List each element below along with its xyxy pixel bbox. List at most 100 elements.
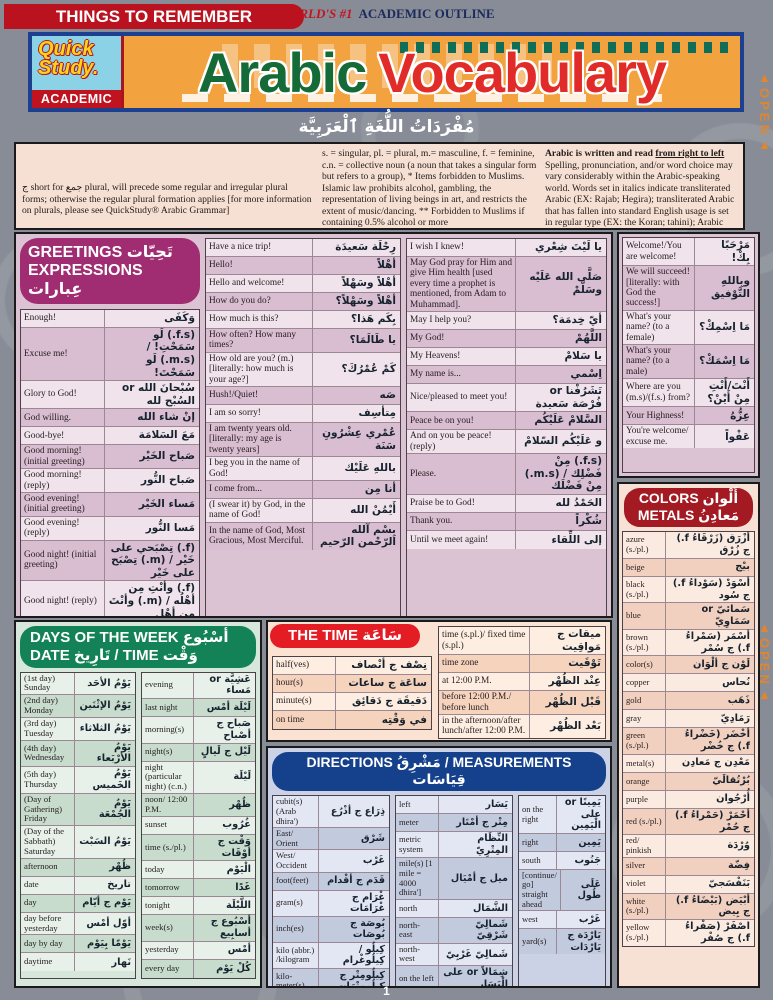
english-word: red (s./pl.) (623, 808, 667, 835)
table-row: west غَرْب (519, 911, 605, 930)
arabic-phrase: بِكَم هَذا؟ (351, 313, 396, 326)
directions-header: DIRECTIONS مَشْرِقُ / MEASUREMENTS قِيَا… (272, 752, 606, 792)
arabic-word: بَنَفْسَجيّ (708, 878, 750, 890)
table-row: Hush!/Quiet! صَه (206, 387, 400, 406)
section-things-to-remember: ج short for جمع plural, will precede som… (14, 142, 745, 230)
english-word: north- west (396, 943, 439, 966)
english-phrase: And on you be peace! (reply) (407, 430, 517, 454)
arabic-word: غَدًا (235, 881, 251, 893)
table-row: My name is... اِسْمي (407, 366, 606, 385)
english-phrase: I come from... (206, 481, 313, 499)
time-header: THE TIME سَاعَة (270, 624, 420, 648)
arabic-word: جَنُوب (574, 854, 602, 866)
english-phrase: Thank you. (407, 512, 517, 530)
table-row: kilo (abbr.) /kilogram كِيلُو / كِيلُوغْر… (273, 942, 389, 969)
arrow-down-icon: ▲ (757, 136, 772, 155)
english-phrase: Praise be to God! (407, 494, 517, 512)
arabic-word: كِيلُومِتْر ج كِيلُومِتْرَات (336, 969, 385, 988)
english-phrase: You're welcome/ excuse me. (623, 425, 696, 449)
english-phrase: I beg you in the name of God! (206, 457, 313, 481)
english-word: yesterday (142, 941, 194, 959)
table-row: Excuse me! (f.s.) لَو سَمَحْتِ! / (m.s.) … (21, 327, 199, 382)
table-row: afternoon ظُهْر (21, 858, 135, 877)
table-row: time (s.pl.)/ fixed time (s.pl.) ميقات ج … (439, 627, 605, 656)
arabic-word: مَعْدِن ج مَعادِن (681, 757, 750, 769)
english-word: day before yesterday (21, 912, 75, 935)
table-row: (4th day) Wednesday يَوْمُ الأرْبَعاء (21, 740, 135, 768)
table-row: Welcome!/You are welcome! مَرْحَبًا بِكْ! (623, 238, 754, 267)
arabic-word: كِيلُو / كِيلُوغْرام (342, 943, 385, 967)
academic-badge: ACADEMIC (32, 90, 121, 108)
arabic-word: ظُهْر (229, 799, 251, 811)
arabic-word: تاريخ (107, 879, 131, 891)
english-phrase: May God pray for Him and give Him health… (407, 257, 517, 312)
arabic-word: ساعَة ج ساعات (348, 677, 427, 690)
english-word: evening (142, 672, 194, 699)
table-row: sunset غُرُوب (142, 816, 255, 835)
arabic-word: وُرْدَة (727, 840, 750, 852)
table-row: right يَمِين (519, 833, 605, 852)
directions-table-1: cubit(s) (Arab dhira') ذِرَاع ج أذْرُع Eas… (272, 795, 390, 988)
table-row: hour(s) ساعَة ج ساعات (273, 675, 431, 693)
arabic-word: الشَّمَال (472, 902, 508, 914)
english-word: inch(es) (273, 916, 320, 942)
table-row: My God! اللَّهُمْ (407, 330, 606, 349)
table-row: orange بُرْتُقالَيّ (623, 772, 754, 791)
table-row: How old are you? (m.) [literally: how mu… (206, 352, 400, 388)
greetings-table-4: Welcome!/You are welcome! مَرْحَبًا بِكْ!… (622, 237, 755, 473)
table-row: I come from... أنا مِن (206, 481, 400, 500)
arabic-word: نَهار (111, 956, 131, 968)
table-row: half(ves) نِصْف ج أنْصاف (273, 657, 431, 675)
arabic-phrase: أَيْمُنْ الله (350, 504, 396, 517)
arabic-phrase: صَلَّى الله عَلَيْه وسَلَّمْ (529, 271, 602, 297)
table-row: I am so sorry! مِتأسِف (206, 405, 400, 424)
table-row: in the afternoon/after lunch/after 12:00… (439, 715, 605, 738)
english-word: north (396, 899, 439, 917)
table-row: night (particular night) (c.n.) لَيْلَة (142, 761, 255, 795)
english-word: on the right (519, 796, 557, 833)
english-phrase: Peace be on you! (407, 412, 517, 430)
english-word: metric system (396, 832, 439, 858)
table-row: night(s) لَيْل ج لَيالٍ (142, 743, 255, 762)
arabic-word: يَوْمًا بِيَوْم (87, 938, 131, 950)
arabic-word: شَرْق (361, 833, 385, 845)
arrow-up-icon: ▲ (757, 70, 772, 88)
arabic-phrase: وَكَفَى (164, 311, 195, 324)
days-table-2: evening عَشِيَّة or مَساء last night لَيْلَ… (141, 671, 256, 979)
table-row: violet بَنَفْسَجيّ (623, 875, 754, 894)
table-row: brown (s./pl.) أسْمَر (سَمْراءُ f.) ج سُم… (623, 629, 754, 657)
arabic-phrase: (f.s.) مِنْ فَضْلِك / (m.s.) مِنْ فَضْلَ… (524, 455, 602, 493)
table-row: south جَنُوب (519, 851, 605, 870)
arabic-phrase: يا لَيْتَ شِعْري (535, 241, 602, 254)
arabic-word: عَلَى طُول (577, 878, 601, 902)
table-row: meter مِتْر ج أمْتَار (396, 814, 512, 833)
table-row: We will succeed! [literally: with God th… (623, 266, 754, 311)
table-row: gold ذَهَب (623, 692, 754, 711)
arabic-word: أزْرَق (زَرْقَاءُ f.) ج زُرْق (676, 533, 750, 557)
section-greetings-expressions: GREETINGS تَحِيّات EXPRESSIONS عِبارات E… (14, 232, 613, 618)
english-word: hour(s) (273, 675, 337, 692)
english-phrase: How much is this? (206, 311, 313, 328)
arabic-word: ميل ج أمْيَال (450, 872, 508, 884)
table-row: Please. (f.s.) مِنْ فَضْلِك / (m.s.) مِنْ… (407, 454, 606, 495)
english-word: kilo- meter(s) (273, 968, 320, 986)
english-word: color(s) (623, 656, 667, 674)
table-row: on the right يَمِينًا or على الْيَمِين (519, 796, 605, 834)
arabic-word: ميقات ج مَواقِيت (556, 628, 601, 653)
english-word: day (21, 894, 75, 912)
arabic-word: نُحاس (722, 676, 750, 688)
filmstrip-decoration (400, 42, 730, 53)
arabic-phrase: مَسا النُّور (145, 521, 195, 534)
arabic-phrase: رِحْلَة سَعيدَة (335, 241, 396, 254)
english-word: night (particular night) (c.n.) (142, 761, 194, 794)
arabic-phrase: بِسْم آلله الرّحْمن الرّحيم (320, 523, 396, 549)
table-row: What's your name? (to a male) مَا اِسْمَك… (623, 345, 754, 380)
english-phrase: Enough! (21, 309, 105, 327)
table-row: green (s./pl.) أخْضَر (خَضْراءُ f.) ج خُض… (623, 728, 754, 755)
arabic-word: يَوْمُ الجُمْعَة (98, 797, 131, 821)
arabic-phrase: (f.s.) لَو سَمَحْتِ! / (m.s.) لَو سَمَحْ… (146, 328, 195, 379)
english-word: (Day of Gathering) Friday (21, 793, 75, 826)
arabic-word: أسْبُوع ج أسابِيع (210, 916, 251, 940)
english-word: every day (142, 959, 194, 978)
table-row: day before yesterday أوّل أمْس (21, 912, 135, 936)
